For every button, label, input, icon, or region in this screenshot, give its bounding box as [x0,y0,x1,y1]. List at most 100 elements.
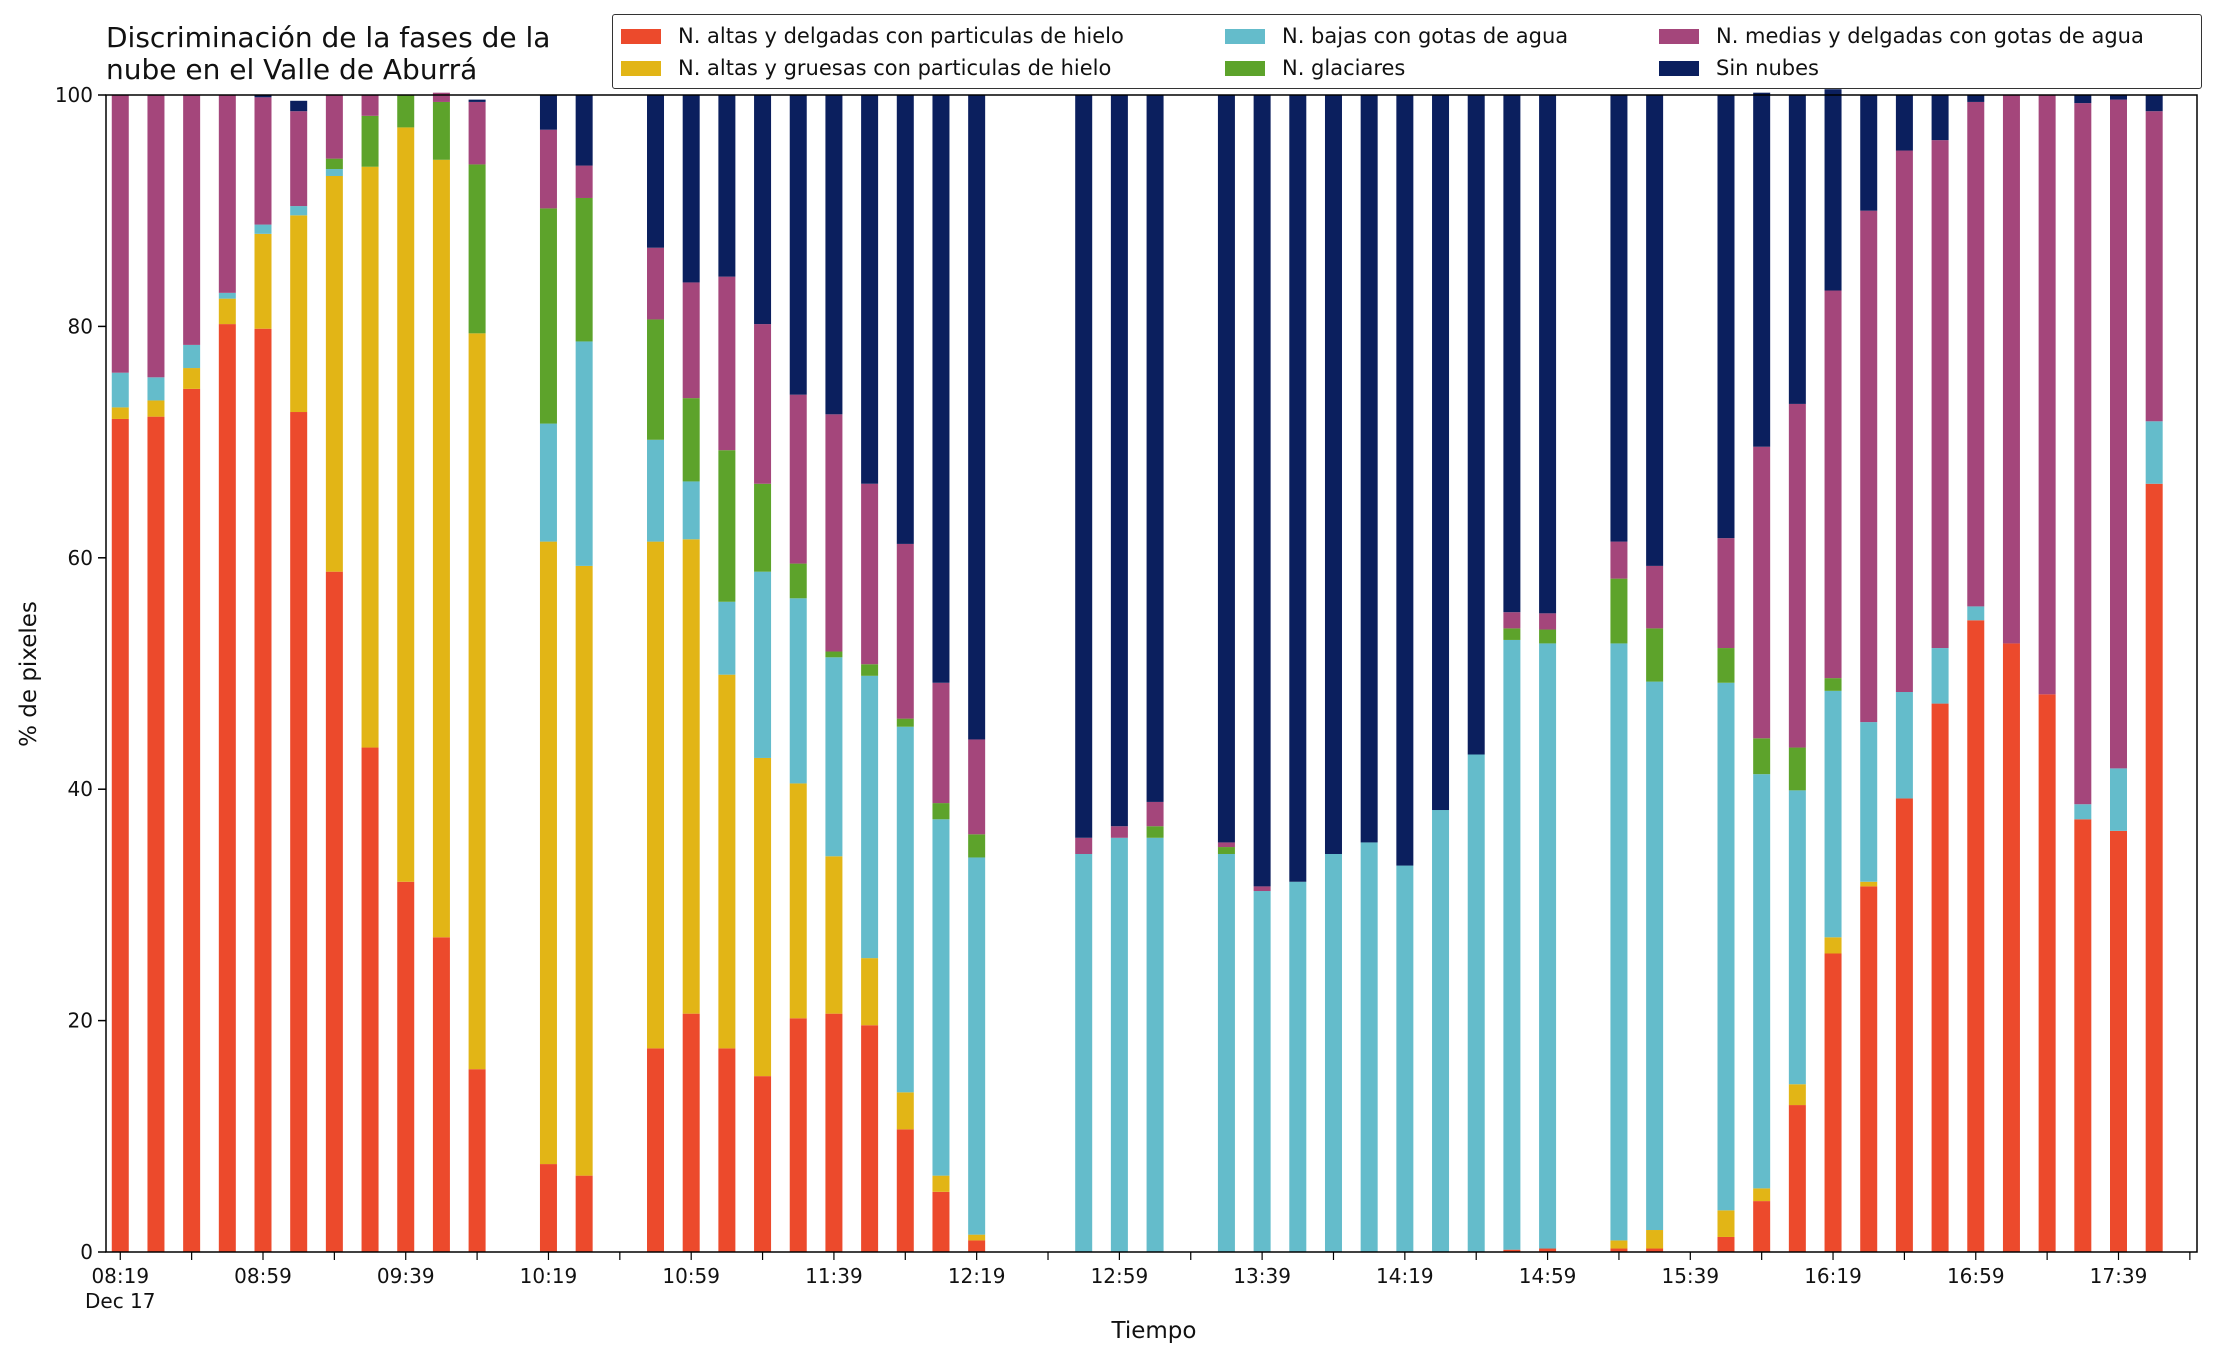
bar-segment-1159-s1 [896,1092,914,1130]
bar-segment-1719-s0 [2038,694,2056,1252]
x-tick-label: 15:39 [1661,1264,1719,1288]
bar-segment-1149-s3 [861,664,879,676]
legend-swatch [621,28,661,44]
bar-segment-0859-s1 [254,233,272,329]
bar-segment-1449-s3 [1503,628,1521,640]
bar-segment-1659-s5 [1967,95,1985,102]
legend-item-glaciares: N. glaciares [1225,53,1405,83]
x-tick-label: 10:59 [662,1264,720,1288]
bar-segment-0959-s0 [468,1069,486,1252]
bar-segment-1259-s4 [1110,826,1128,838]
bar-segment-1109-s3 [718,450,736,602]
bar-segment-1619-s3 [1824,678,1842,691]
bar-segment-1739-s5 [2110,95,2127,100]
bar-segment-1619-s5 [1824,89,1842,291]
bar-segment-1609-s1 [1788,1084,1806,1106]
bar-segment-1649-s4 [1931,140,1949,649]
bar-segment-1459-s0 [1539,1248,1557,1252]
bar-segment-1139-s2 [825,657,843,857]
bar-segment-1119-s0 [754,1076,772,1252]
bar-segment-0909-s5 [290,100,308,112]
bar-segment-1449-s4 [1503,612,1521,629]
bar-segment-0929-s0 [361,747,379,1252]
bar-segment-1659-s4 [1967,101,1985,607]
bar-segment-1649-s5 [1931,95,1949,141]
bar-segment-0819-s2 [111,372,129,408]
bar-segment-0829-s4 [147,95,165,378]
plot-frame [105,94,2198,1253]
bar-segment-0919-s4 [325,95,343,159]
bar-segment-1029-s5 [575,95,593,166]
y-axis-label: % de pixeles [16,601,42,747]
bar-segment-1739-s4 [2110,99,2127,769]
bar-segment-1609-s3 [1788,747,1806,791]
bar-segment-0859-s5 [254,95,272,98]
bar-segment-1019-s0 [539,1164,557,1252]
bar-segment-1709-s0 [2002,643,2020,1252]
bar-segment-1639-s5 [1895,95,1913,151]
bar-segment-1439-s2 [1467,754,1485,1252]
bar-segment-1309-s4 [1146,801,1164,827]
bar-segment-1209-s2 [932,819,950,1176]
x-tick-label: 13:39 [1233,1264,1291,1288]
bar-segment-0919-s1 [325,175,343,572]
bar-segment-1519-s3 [1610,578,1628,644]
bar-segment-1209-s5 [932,95,950,683]
y-tick-label: 20 [68,1009,93,1033]
x-tick-label: 09:39 [377,1264,435,1288]
legend-swatch [1659,28,1699,44]
bar-segment-1419-s2 [1396,865,1414,1252]
legend-item-altas-delgadas: N. altas y delgadas con particulas de hi… [621,21,1124,51]
bar-segment-1559-s0 [1753,1201,1771,1252]
bar-segment-1119-s1 [754,757,772,1077]
bar-segment-1249-s5 [1075,95,1093,838]
bar-segment-1129-s4 [789,394,807,564]
bar-segment-1329-s2 [1217,853,1235,1252]
bar-segment-0909-s0 [290,412,308,1252]
bar-segment-1309-s2 [1146,837,1164,1252]
bar-segment-1739-s2 [2110,768,2127,831]
bar-segment-1559-s1 [1753,1188,1771,1202]
bar-segment-1029-s4 [575,165,593,198]
bar-segment-1529-s3 [1646,628,1664,682]
bar-segment-1119-s5 [754,95,772,325]
bar-segment-1529-s1 [1646,1230,1664,1249]
bar-segment-0929-s4 [361,95,379,116]
x-tick-label: 14:19 [1376,1264,1434,1288]
bar-segment-1149-s5 [861,95,879,484]
bar-segment-1359-s2 [1324,853,1342,1252]
bar-segment-1019-s1 [539,541,557,1165]
bar-segment-1519-s5 [1610,95,1628,542]
bar-segment-1549-s0 [1717,1236,1735,1252]
bar-segment-1059-s2 [682,481,700,540]
bar-segment-1329-s5 [1217,95,1235,843]
bar-segment-0839-s4 [183,95,201,345]
bar-segment-1719-s4 [2038,95,2056,695]
bar-segment-1619-s1 [1824,937,1842,954]
bar-segment-1629-s2 [1860,722,1878,882]
bar-segment-1059-s3 [682,398,700,482]
y-axis: 0 20 40 60 80 100 [55,83,106,1264]
bar-segment-1709-s4 [2002,95,2020,644]
bar-segment-1049-s2 [647,439,665,542]
bar-segment-1059-s4 [682,282,700,399]
bar-segment-1629-s0 [1860,886,1878,1252]
bar-segment-1219-s0 [968,1240,986,1252]
bar-segment-0849-s4 [218,95,236,293]
bar-segment-1639-s4 [1895,150,1913,693]
bar-segment-1049-s4 [647,247,665,320]
bar-segment-1339-s2 [1253,891,1271,1252]
bar-segment-1109-s0 [718,1048,736,1252]
legend-label: N. altas y gruesas con particulas de hie… [678,56,1112,80]
bar-segment-1419-s5 [1396,95,1414,866]
bar-segment-1659-s2 [1967,606,1985,621]
bar-segment-1259-s2 [1110,837,1128,1252]
bar-segment-1129-s0 [789,1018,807,1252]
bar-segment-1559-s2 [1753,774,1771,1189]
bar-segment-1609-s4 [1788,403,1806,748]
chart-title-line-1: Discriminación de la fases de la [106,21,551,54]
bar-segment-1029-s3 [575,197,593,342]
bar-segment-0909-s4 [290,111,308,207]
bar-segment-0849-s1 [218,298,236,325]
bar-segment-0909-s2 [290,206,308,216]
